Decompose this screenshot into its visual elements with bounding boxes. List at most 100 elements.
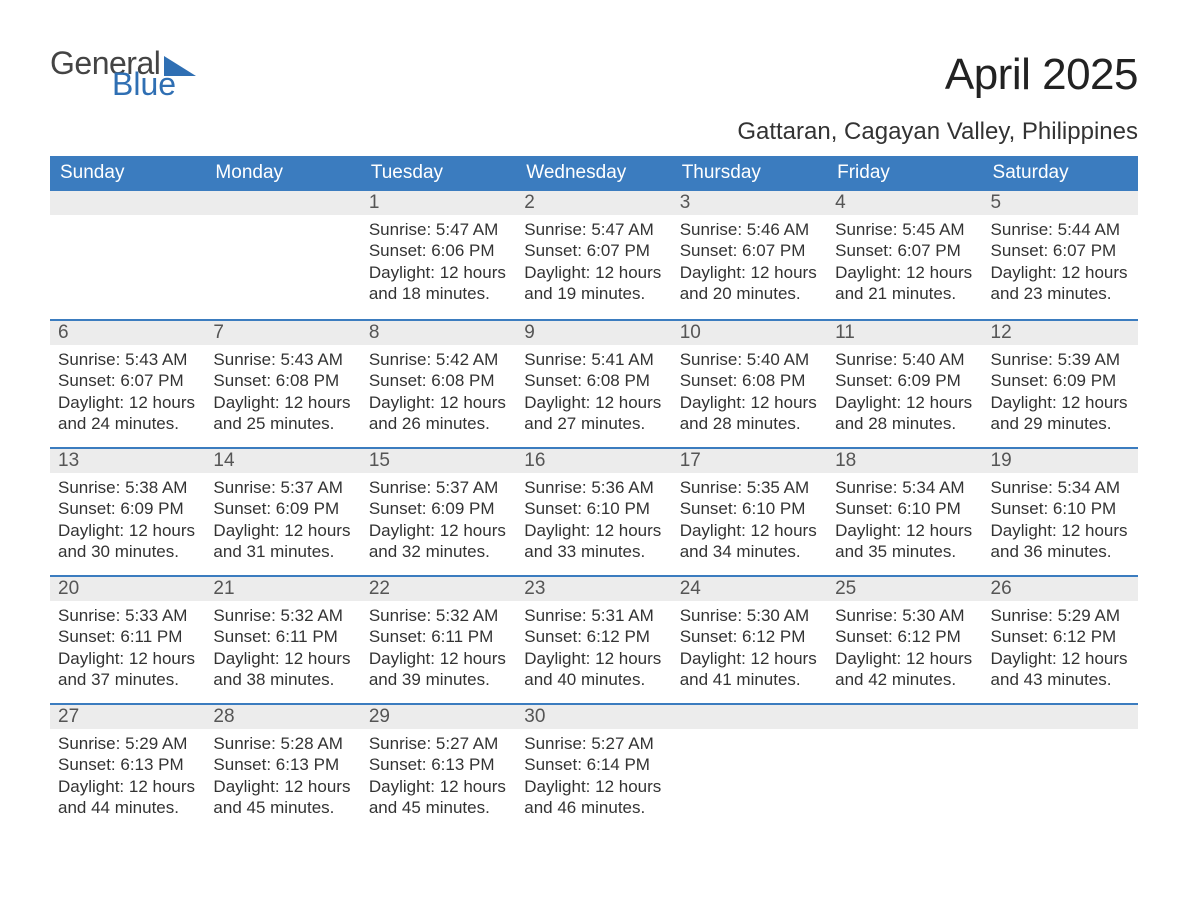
calendar-week: 20Sunrise: 5:33 AMSunset: 6:11 PMDayligh… <box>50 575 1138 703</box>
daylight-line: Daylight: 12 hours and 33 minutes. <box>524 520 663 563</box>
sunrise-line: Sunrise: 5:32 AM <box>369 605 508 626</box>
daylight-line: Daylight: 12 hours and 34 minutes. <box>680 520 819 563</box>
daylight-line: Daylight: 12 hours and 38 minutes. <box>213 648 352 691</box>
calendar-day: 10Sunrise: 5:40 AMSunset: 6:08 PMDayligh… <box>672 321 827 447</box>
day-details: Sunrise: 5:29 AMSunset: 6:12 PMDaylight:… <box>983 601 1138 700</box>
day-number: 2 <box>516 191 671 215</box>
sunrise-line: Sunrise: 5:34 AM <box>835 477 974 498</box>
day-details: Sunrise: 5:37 AMSunset: 6:09 PMDaylight:… <box>205 473 360 572</box>
day-number: 6 <box>50 321 205 345</box>
sunrise-line: Sunrise: 5:40 AM <box>835 349 974 370</box>
sunset-line: Sunset: 6:13 PM <box>213 754 352 775</box>
calendar-day: 20Sunrise: 5:33 AMSunset: 6:11 PMDayligh… <box>50 577 205 703</box>
daylight-line: Daylight: 12 hours and 26 minutes. <box>369 392 508 435</box>
daylight-line: Daylight: 12 hours and 42 minutes. <box>835 648 974 691</box>
calendar-day: 21Sunrise: 5:32 AMSunset: 6:11 PMDayligh… <box>205 577 360 703</box>
day-number: 13 <box>50 449 205 473</box>
sunrise-line: Sunrise: 5:47 AM <box>369 219 508 240</box>
sunrise-line: Sunrise: 5:37 AM <box>213 477 352 498</box>
daylight-line: Daylight: 12 hours and 23 minutes. <box>991 262 1130 305</box>
location-subtitle: Gattaran, Cagayan Valley, Philippines <box>50 118 1138 146</box>
day-number: 22 <box>361 577 516 601</box>
sunset-line: Sunset: 6:09 PM <box>213 498 352 519</box>
day-details: Sunrise: 5:36 AMSunset: 6:10 PMDaylight:… <box>516 473 671 572</box>
daylight-line: Daylight: 12 hours and 19 minutes. <box>524 262 663 305</box>
sunrise-line: Sunrise: 5:43 AM <box>58 349 197 370</box>
sunrise-line: Sunrise: 5:43 AM <box>213 349 352 370</box>
day-number: . <box>205 191 360 215</box>
calendar-header-row: SundayMondayTuesdayWednesdayThursdayFrid… <box>50 156 1138 191</box>
calendar: SundayMondayTuesdayWednesdayThursdayFrid… <box>50 156 1138 831</box>
day-number: 8 <box>361 321 516 345</box>
weekday-header: Saturday <box>983 156 1138 191</box>
sunrise-line: Sunrise: 5:30 AM <box>835 605 974 626</box>
day-details: Sunrise: 5:29 AMSunset: 6:13 PMDaylight:… <box>50 729 205 828</box>
daylight-line: Daylight: 12 hours and 27 minutes. <box>524 392 663 435</box>
day-number: 3 <box>672 191 827 215</box>
sunset-line: Sunset: 6:08 PM <box>213 370 352 391</box>
sunset-line: Sunset: 6:10 PM <box>524 498 663 519</box>
sunset-line: Sunset: 6:07 PM <box>524 240 663 261</box>
sunrise-line: Sunrise: 5:37 AM <box>369 477 508 498</box>
sunrise-line: Sunrise: 5:33 AM <box>58 605 197 626</box>
sunrise-line: Sunrise: 5:27 AM <box>369 733 508 754</box>
day-details: Sunrise: 5:40 AMSunset: 6:08 PMDaylight:… <box>672 345 827 444</box>
day-number: 28 <box>205 705 360 729</box>
day-number: 14 <box>205 449 360 473</box>
weekday-header: Tuesday <box>361 156 516 191</box>
calendar-day: 22Sunrise: 5:32 AMSunset: 6:11 PMDayligh… <box>361 577 516 703</box>
sunset-line: Sunset: 6:09 PM <box>58 498 197 519</box>
sunrise-line: Sunrise: 5:27 AM <box>524 733 663 754</box>
day-details: Sunrise: 5:34 AMSunset: 6:10 PMDaylight:… <box>983 473 1138 572</box>
calendar-day: 17Sunrise: 5:35 AMSunset: 6:10 PMDayligh… <box>672 449 827 575</box>
day-details: Sunrise: 5:47 AMSunset: 6:06 PMDaylight:… <box>361 215 516 314</box>
sunrise-line: Sunrise: 5:46 AM <box>680 219 819 240</box>
daylight-line: Daylight: 12 hours and 43 minutes. <box>991 648 1130 691</box>
sunrise-line: Sunrise: 5:47 AM <box>524 219 663 240</box>
day-details: Sunrise: 5:35 AMSunset: 6:10 PMDaylight:… <box>672 473 827 572</box>
day-number: 30 <box>516 705 671 729</box>
day-details: Sunrise: 5:39 AMSunset: 6:09 PMDaylight:… <box>983 345 1138 444</box>
day-number: 27 <box>50 705 205 729</box>
calendar-day: 14Sunrise: 5:37 AMSunset: 6:09 PMDayligh… <box>205 449 360 575</box>
day-details <box>827 729 982 743</box>
calendar-day: 30Sunrise: 5:27 AMSunset: 6:14 PMDayligh… <box>516 705 671 831</box>
day-number: 23 <box>516 577 671 601</box>
day-number: . <box>827 705 982 729</box>
day-details: Sunrise: 5:45 AMSunset: 6:07 PMDaylight:… <box>827 215 982 314</box>
weekday-header: Thursday <box>672 156 827 191</box>
day-number: . <box>672 705 827 729</box>
day-details: Sunrise: 5:43 AMSunset: 6:08 PMDaylight:… <box>205 345 360 444</box>
day-details: Sunrise: 5:46 AMSunset: 6:07 PMDaylight:… <box>672 215 827 314</box>
daylight-line: Daylight: 12 hours and 32 minutes. <box>369 520 508 563</box>
sunrise-line: Sunrise: 5:40 AM <box>680 349 819 370</box>
day-number: 15 <box>361 449 516 473</box>
calendar-day: 1Sunrise: 5:47 AMSunset: 6:06 PMDaylight… <box>361 191 516 319</box>
calendar-day: . <box>50 191 205 319</box>
daylight-line: Daylight: 12 hours and 21 minutes. <box>835 262 974 305</box>
page-title: April 2025 <box>945 50 1138 100</box>
daylight-line: Daylight: 12 hours and 20 minutes. <box>680 262 819 305</box>
day-details: Sunrise: 5:43 AMSunset: 6:07 PMDaylight:… <box>50 345 205 444</box>
calendar-day: . <box>983 705 1138 831</box>
day-number: . <box>50 191 205 215</box>
sunset-line: Sunset: 6:07 PM <box>991 240 1130 261</box>
sunrise-line: Sunrise: 5:42 AM <box>369 349 508 370</box>
day-details: Sunrise: 5:47 AMSunset: 6:07 PMDaylight:… <box>516 215 671 314</box>
day-number: 4 <box>827 191 982 215</box>
daylight-line: Daylight: 12 hours and 35 minutes. <box>835 520 974 563</box>
calendar-week: 13Sunrise: 5:38 AMSunset: 6:09 PMDayligh… <box>50 447 1138 575</box>
day-number: 1 <box>361 191 516 215</box>
sunrise-line: Sunrise: 5:36 AM <box>524 477 663 498</box>
sunset-line: Sunset: 6:07 PM <box>835 240 974 261</box>
daylight-line: Daylight: 12 hours and 28 minutes. <box>680 392 819 435</box>
calendar-day: 18Sunrise: 5:34 AMSunset: 6:10 PMDayligh… <box>827 449 982 575</box>
calendar-day: 24Sunrise: 5:30 AMSunset: 6:12 PMDayligh… <box>672 577 827 703</box>
daylight-line: Daylight: 12 hours and 29 minutes. <box>991 392 1130 435</box>
day-details <box>983 729 1138 743</box>
daylight-line: Daylight: 12 hours and 37 minutes. <box>58 648 197 691</box>
day-details: Sunrise: 5:28 AMSunset: 6:13 PMDaylight:… <box>205 729 360 828</box>
calendar-week: ..1Sunrise: 5:47 AMSunset: 6:06 PMDaylig… <box>50 191 1138 319</box>
sunrise-line: Sunrise: 5:41 AM <box>524 349 663 370</box>
calendar-day: 25Sunrise: 5:30 AMSunset: 6:12 PMDayligh… <box>827 577 982 703</box>
